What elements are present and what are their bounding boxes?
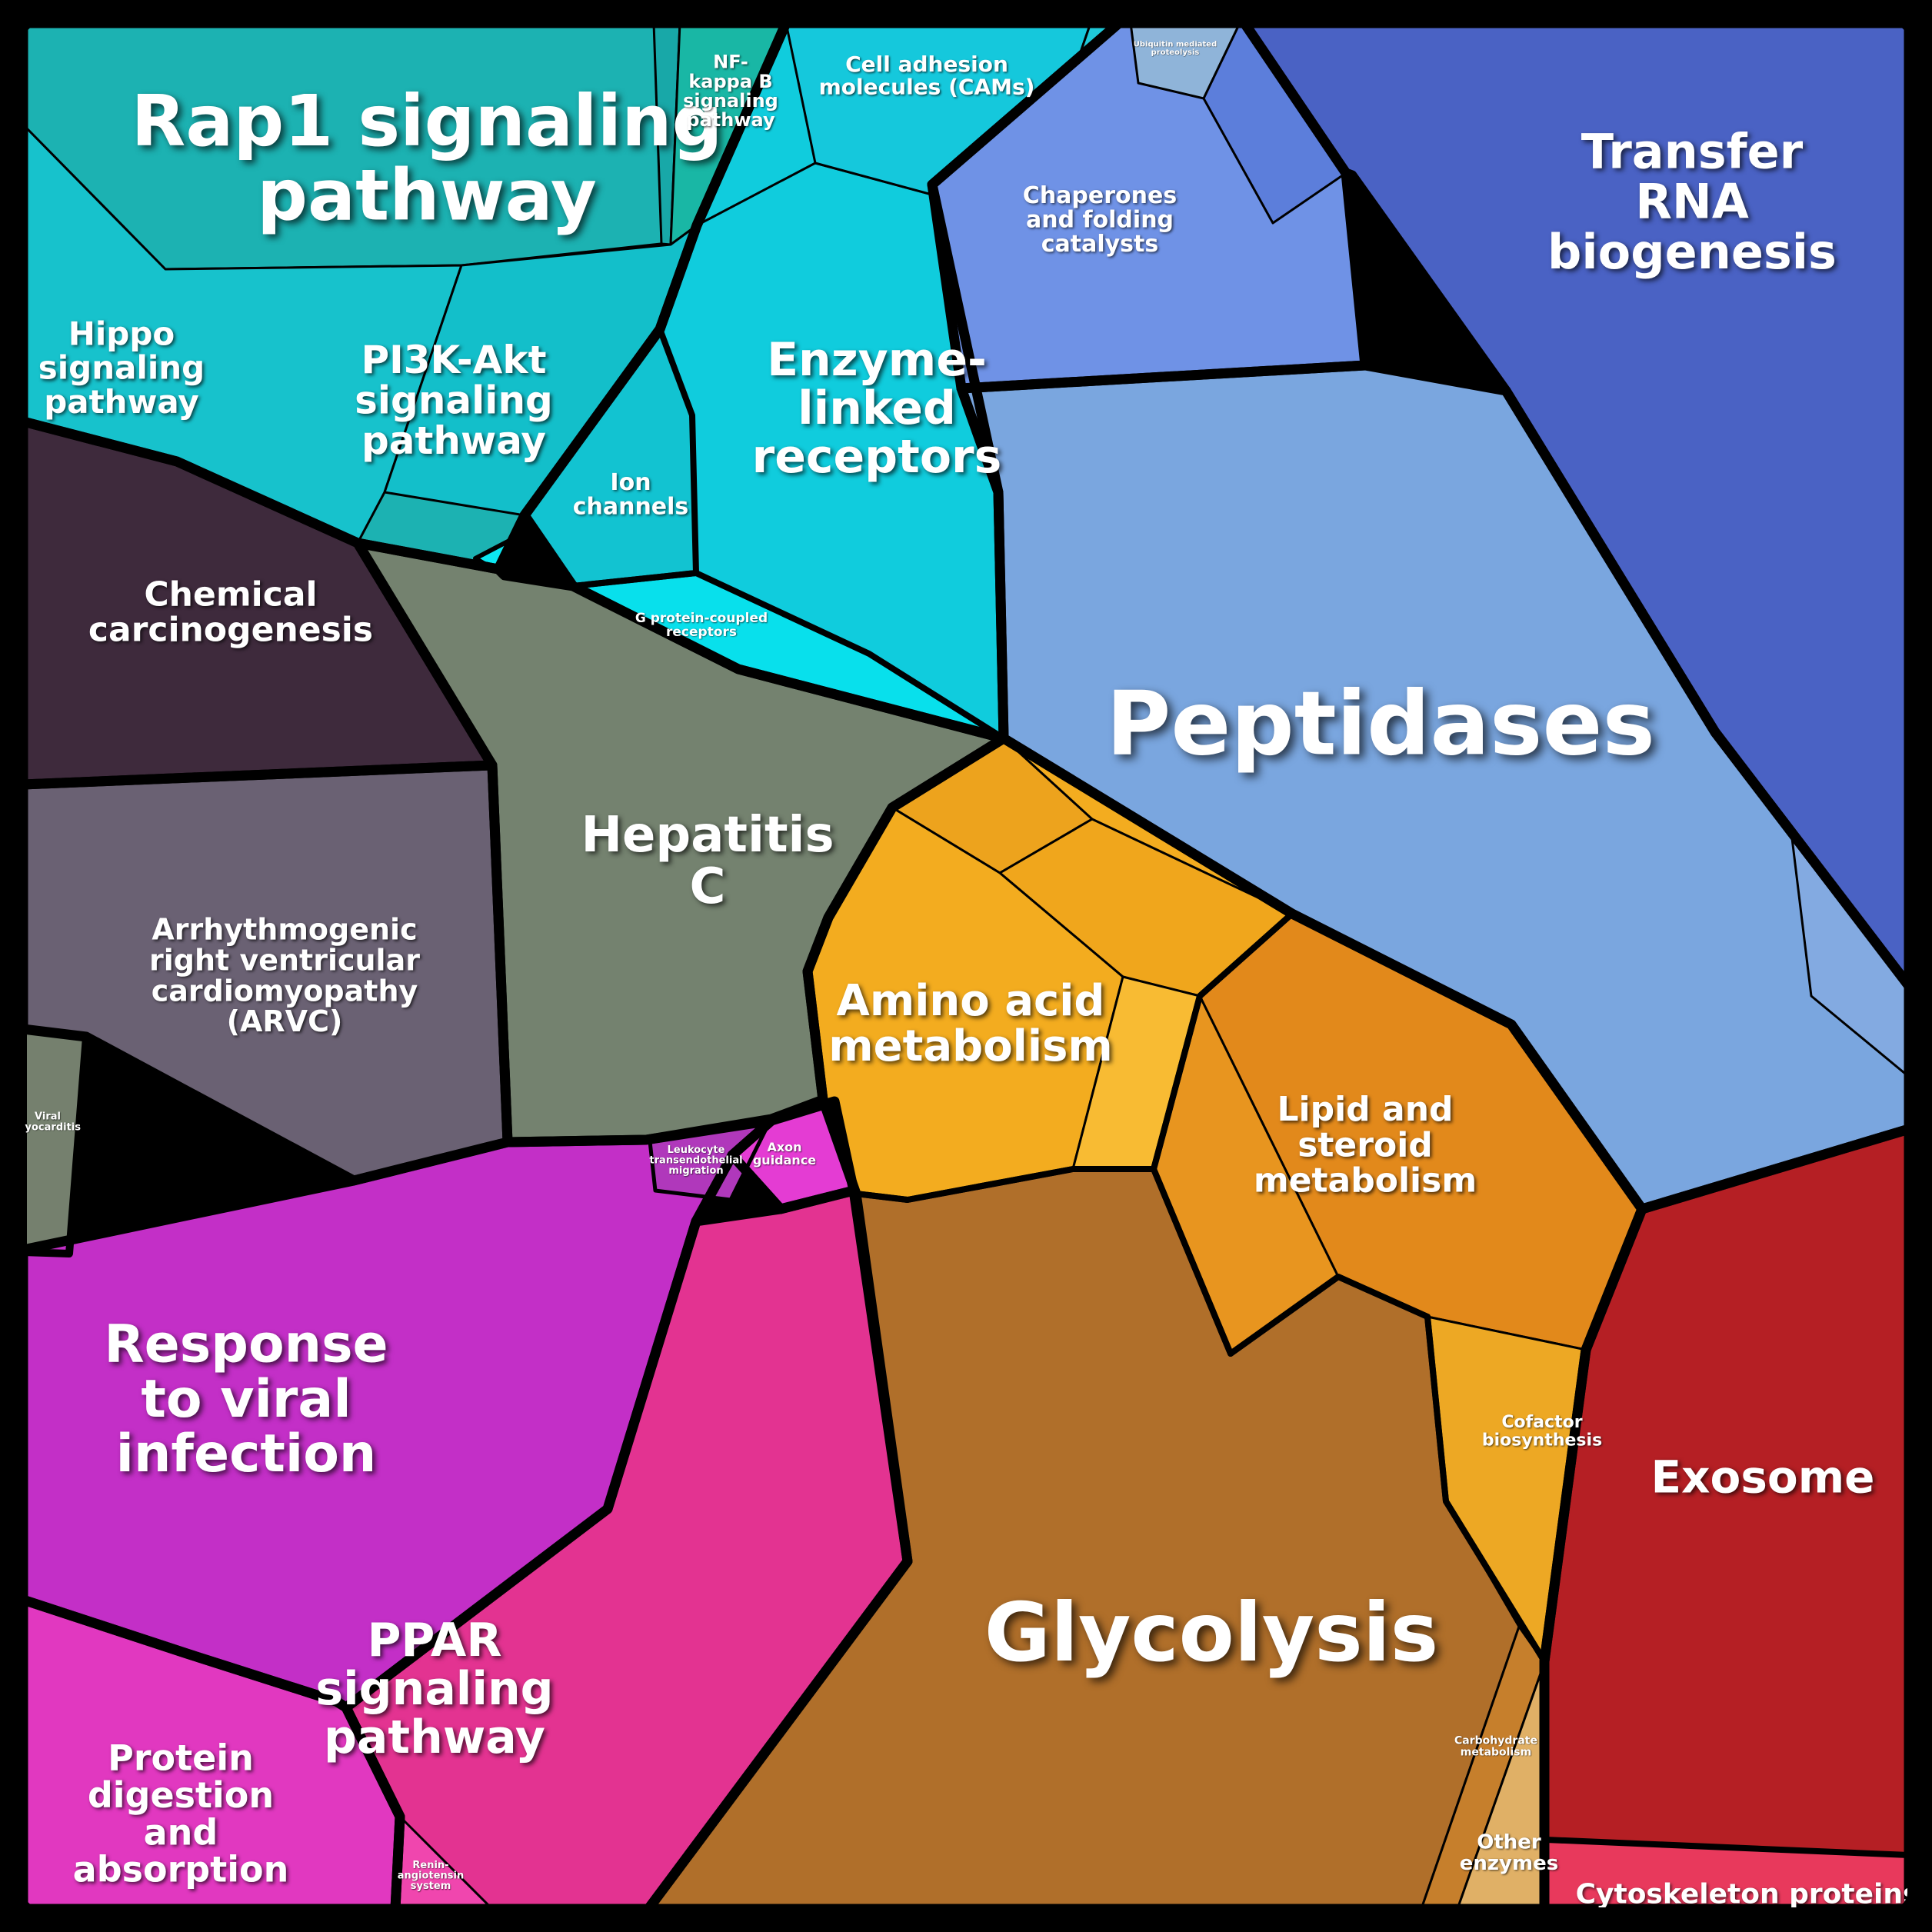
- chaperones-and-folding-catalysts-label: Chaperones and folding catalysts: [1023, 182, 1177, 258]
- hepatitis-c-label: Hepatitis C: [581, 807, 834, 915]
- cytoskeleton-proteins-label: Cytoskeleton proteins: [1576, 1879, 1920, 1910]
- protein-digestion-and-absorption-label: Protein digestion and absorption: [73, 1737, 289, 1890]
- pi3k-akt-signaling-pathway-label: PI3K-Akt signaling pathway: [355, 338, 553, 463]
- rap1-signaling-pathway-label: Rap1 signaling pathway: [132, 80, 723, 237]
- other-enzymes-label: Other enzymes: [1460, 1830, 1558, 1874]
- ion-channels-label: Ion channels: [573, 469, 689, 521]
- enzyme-linked-receptors-label: Enzyme-linked receptors: [752, 333, 1002, 484]
- peptidases-label: Peptidases: [1106, 672, 1655, 775]
- response-to-viral-infection-label: Response to viral infection: [104, 1314, 388, 1484]
- cell-adhesion-molecules-label: Cell adhesion molecules (CAMs): [819, 52, 1035, 99]
- viral-myocarditis-label: Viral myocarditis: [15, 1111, 81, 1134]
- chemical-carcinogenesis-label: Chemical carcinogenesis: [88, 575, 373, 649]
- cofactor-biosynthesis-label: Cofactor biosynthesis: [1482, 1413, 1602, 1450]
- hippo-signaling-pathway-label: Hippo signaling pathway: [38, 315, 205, 421]
- arvc-label: Arrhythmogenic right ventricular cardiomyo…: [149, 912, 420, 1038]
- ubiquitin-mediated-proteolysis-label: Ubiquitin mediated proteolysis: [1134, 40, 1217, 57]
- carbohydrate-metabolism-label: Carbohydrate metabolism: [1454, 1735, 1537, 1759]
- glycolysis-label: Glycolysis: [984, 1586, 1438, 1680]
- exosome-label: Exosome: [1651, 1451, 1874, 1503]
- axon-guidance-label: Axon guidance: [753, 1140, 816, 1168]
- g-protein-coupled-receptors-label: G protein-coupled receptors: [635, 611, 768, 640]
- lipid-and-steroid-metabolism-label: Lipid and steroid metabolism: [1254, 1090, 1477, 1200]
- transfer-rna-biogenesis-label: Transfer RNA biogenesis: [1547, 124, 1837, 280]
- renin-angiotensin-system-label: Renin-angiotensin system: [398, 1860, 464, 1892]
- cell-layer: [22, 22, 1910, 1910]
- ppar-signaling-pathway-label: PPAR signaling pathway: [315, 1614, 553, 1764]
- amino-acid-metabolism-label: Amino acid metabolism: [828, 976, 1113, 1071]
- leukocyte-transendothelial-migration-label: Leukocyte transendothelial migration: [649, 1144, 742, 1177]
